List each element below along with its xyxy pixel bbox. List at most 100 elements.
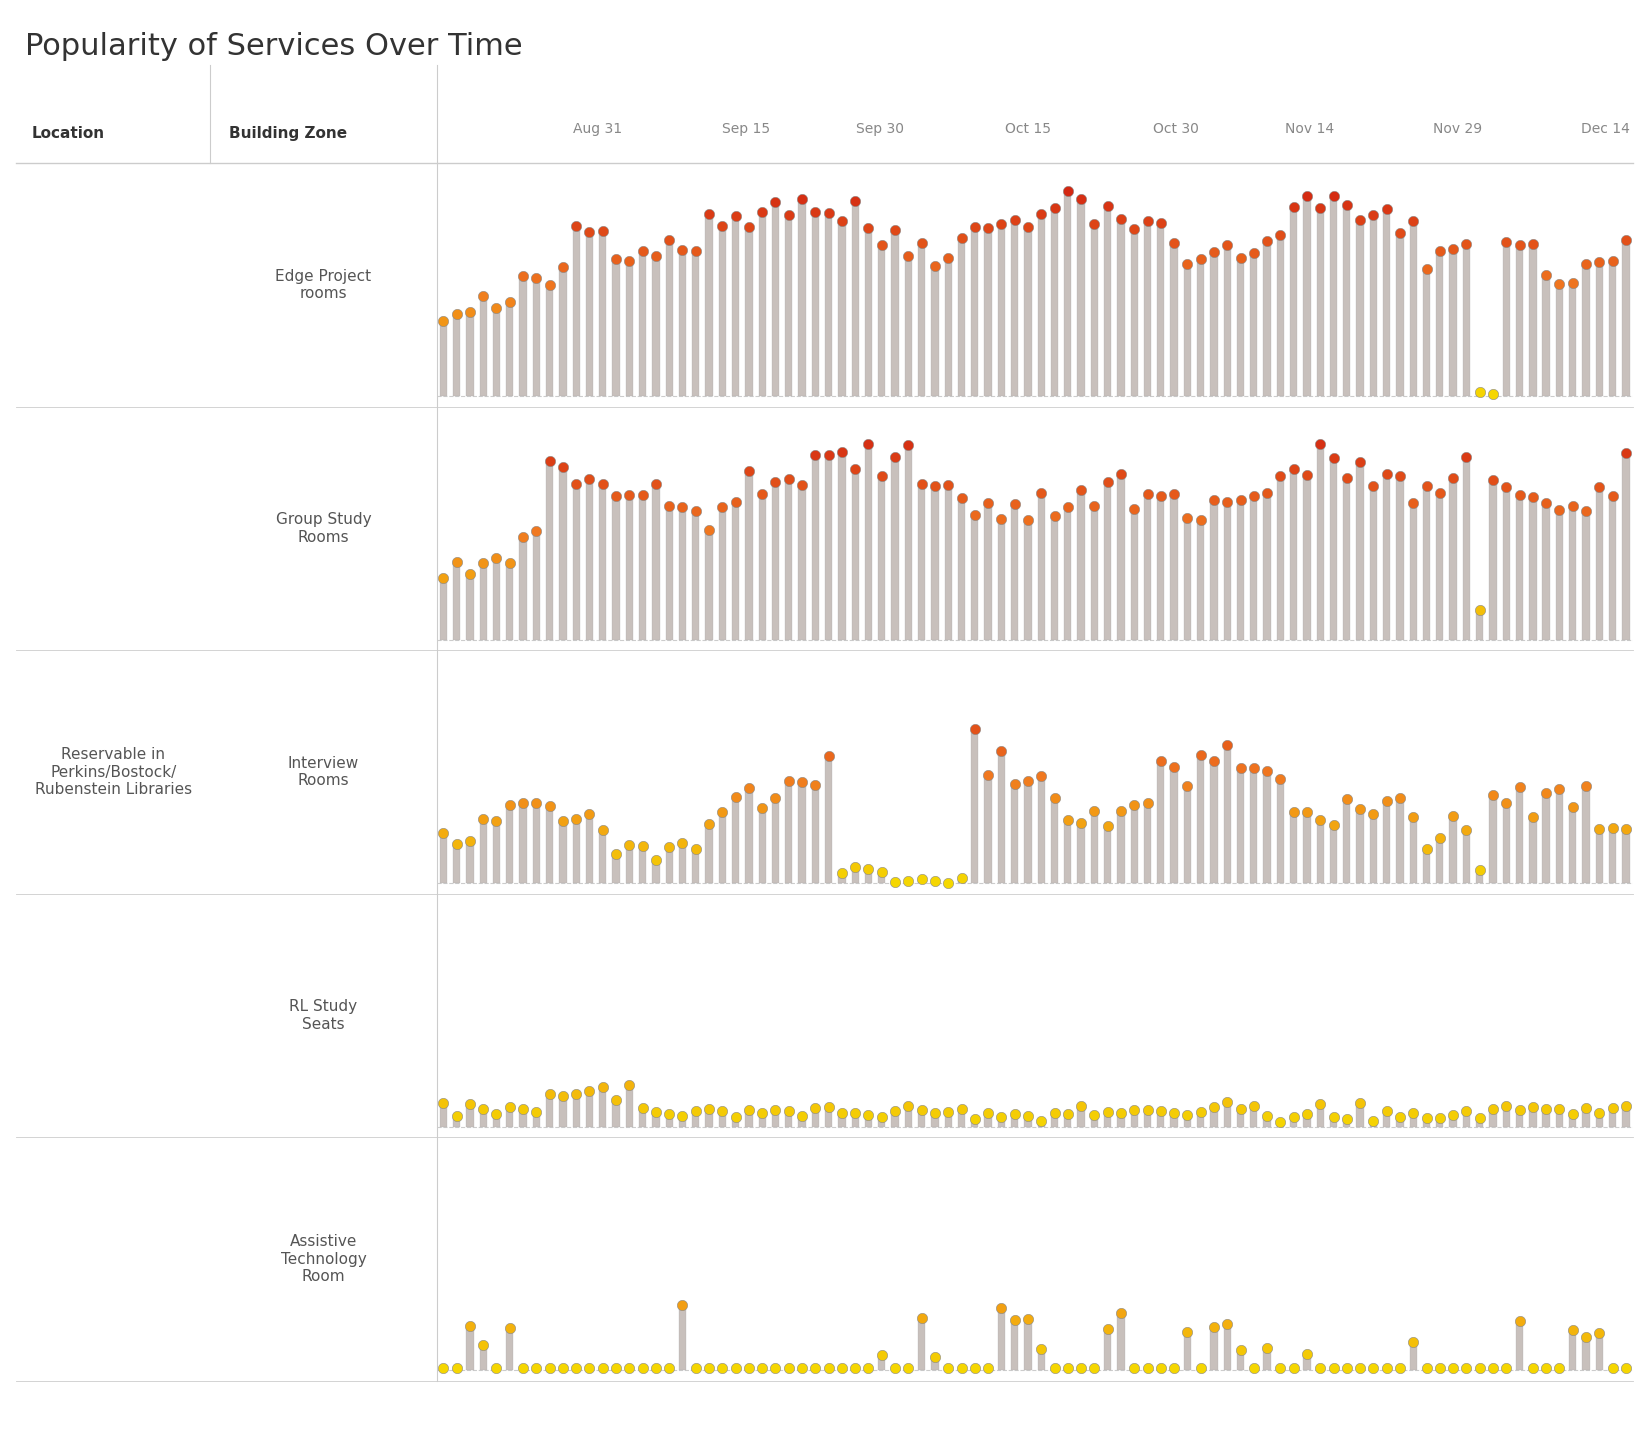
Point: [1491, 231, 1518, 254]
Point: [895, 1094, 921, 1117]
Point: [1346, 1357, 1373, 1380]
Bar: [732, 217, 738, 396]
Point: [788, 1357, 814, 1380]
Bar: [1210, 253, 1216, 396]
Point: [961, 215, 987, 238]
Bar: [784, 1369, 793, 1370]
Bar: [824, 1369, 832, 1370]
Bar: [824, 1107, 832, 1127]
Point: [1134, 1099, 1160, 1122]
Bar: [1409, 817, 1416, 883]
Point: [1546, 778, 1572, 801]
Bar: [611, 1369, 620, 1370]
Point: [1452, 819, 1478, 841]
Point: [1412, 837, 1439, 860]
Bar: [1328, 195, 1337, 396]
Point: [1134, 482, 1160, 505]
Bar: [1449, 1369, 1455, 1370]
Point: [775, 1357, 801, 1380]
Point: [430, 1091, 456, 1114]
Point: [656, 228, 682, 251]
Bar: [1383, 474, 1389, 639]
Y-axis label: % Cap. Used: % Cap. Used: [404, 241, 419, 329]
Point: [643, 1100, 669, 1123]
Bar: [1475, 870, 1483, 883]
Bar: [1462, 830, 1468, 883]
Bar: [1449, 1114, 1455, 1127]
Bar: [771, 482, 778, 639]
Point: [895, 434, 921, 457]
Bar: [1117, 811, 1124, 883]
Bar: [1554, 1369, 1562, 1370]
Bar: [1595, 263, 1602, 396]
Bar: [1315, 1104, 1323, 1127]
Bar: [811, 211, 819, 396]
Bar: [1050, 516, 1058, 639]
Point: [590, 472, 616, 495]
Point: [775, 770, 801, 793]
Bar: [1569, 1114, 1575, 1127]
Bar: [625, 261, 633, 396]
Bar: [1541, 1369, 1549, 1370]
Bar: [864, 869, 872, 883]
Point: [656, 836, 682, 859]
Bar: [1196, 755, 1203, 883]
Point: [1040, 1101, 1066, 1124]
Bar: [1170, 494, 1177, 639]
Point: [829, 1357, 855, 1380]
Point: [1360, 1357, 1386, 1380]
Bar: [653, 256, 659, 396]
Bar: [666, 1369, 672, 1370]
Point: [974, 1101, 1000, 1124]
Point: [1147, 211, 1173, 234]
Point: [470, 1099, 496, 1122]
Point: [1055, 1357, 1081, 1380]
Point: [1426, 1357, 1452, 1380]
Point: [1452, 1357, 1478, 1380]
Bar: [1396, 1117, 1402, 1127]
Bar: [1328, 826, 1337, 883]
Point: [855, 432, 882, 455]
Bar: [1249, 1106, 1257, 1127]
Bar: [1050, 1113, 1058, 1127]
Point: [1213, 1313, 1239, 1335]
Bar: [611, 1100, 620, 1127]
Point: [1160, 755, 1187, 778]
Bar: [585, 233, 593, 396]
Point: [1360, 803, 1386, 826]
Point: [801, 444, 827, 467]
Bar: [1302, 195, 1310, 396]
Bar: [1144, 1110, 1150, 1127]
Bar: [1236, 1350, 1244, 1370]
Point: [1266, 1357, 1292, 1380]
Bar: [905, 880, 911, 883]
Bar: [585, 1369, 593, 1370]
Bar: [1249, 1369, 1257, 1370]
Point: [842, 854, 868, 877]
Bar: [1328, 458, 1337, 639]
Point: [1599, 1097, 1625, 1120]
Point: [549, 810, 575, 833]
Point: [1147, 485, 1173, 508]
Bar: [1131, 1110, 1137, 1127]
Point: [1000, 1308, 1027, 1331]
Bar: [1422, 849, 1429, 883]
Point: [868, 1344, 895, 1367]
Point: [549, 1357, 575, 1380]
Point: [1107, 800, 1134, 823]
Bar: [1315, 208, 1323, 396]
Bar: [1515, 246, 1523, 396]
Bar: [732, 1369, 738, 1370]
Point: [1439, 1103, 1465, 1126]
Bar: [1010, 504, 1018, 639]
Point: [496, 794, 522, 817]
Bar: [1210, 500, 1216, 639]
Point: [1068, 1094, 1094, 1117]
Point: [882, 218, 908, 241]
Point: [1585, 1321, 1612, 1344]
Point: [1519, 1096, 1546, 1119]
Point: [775, 202, 801, 225]
Bar: [1144, 1369, 1150, 1370]
Point: [616, 1074, 643, 1097]
Point: [1266, 767, 1292, 790]
